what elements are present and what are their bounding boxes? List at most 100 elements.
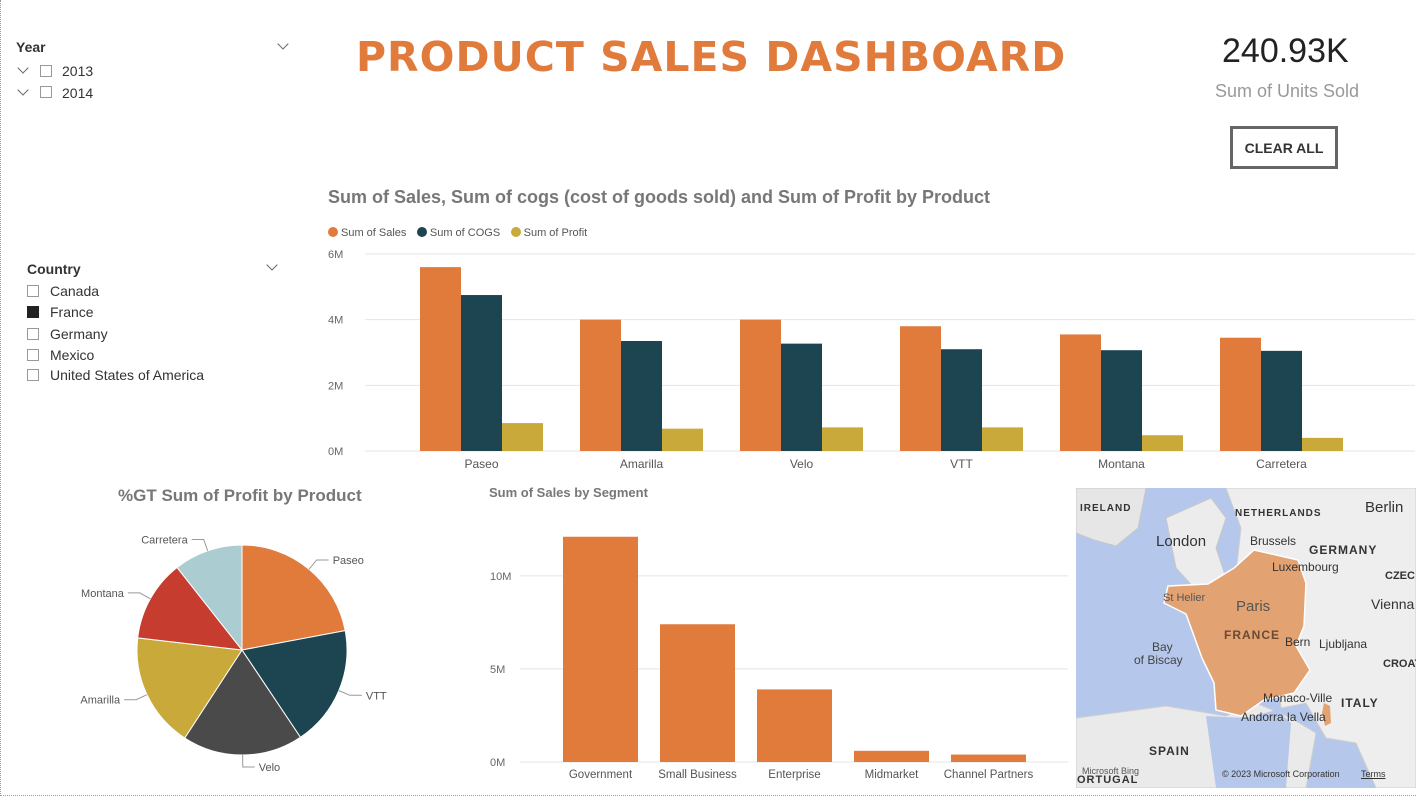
map-label-netherlands: NETHERLANDS [1235, 508, 1322, 519]
bar-sum-of-sales-montana [1060, 334, 1101, 451]
bar-sum-of-profit-carretera [1302, 437, 1343, 451]
legend-sales-dot-icon [328, 227, 338, 237]
map-label-bern: Bern [1285, 635, 1311, 649]
map-label-vienna: Vienna [1371, 596, 1415, 612]
x-tick-label: VTT [950, 457, 973, 471]
y-tick-label: 10M [490, 571, 511, 583]
country-france-label[interactable]: France [50, 304, 94, 320]
pie-slice-vtt [241, 630, 348, 738]
profit-pie-chart[interactable]: Paseo VTT Velo Amarilla Montana Carretera [40, 515, 440, 790]
segment-bar-chart[interactable]: 0M 5M 10M Government Small Business Enterpris… [470, 510, 1070, 790]
country-usa-checkbox[interactable] [27, 369, 39, 381]
x-tick-label: Enterprise [768, 769, 820, 781]
map-label-andorra: Andorra la Vella [1241, 710, 1326, 724]
y-tick-label: 2M [328, 380, 343, 392]
year-2013-label[interactable]: 2013 [62, 63, 94, 79]
map-label-portugal: ORTUGAL [1077, 774, 1139, 786]
pie-chart-title: %GT Sum of Profit by Product [118, 486, 362, 505]
year-2013-checkbox[interactable] [40, 65, 52, 77]
bar-sum-of-cogs-montana [1101, 350, 1142, 451]
map-label-paris: Paris [1236, 598, 1271, 615]
x-tick-label: Channel Partners [944, 769, 1034, 781]
map-label-spain: SPAIN [1149, 744, 1190, 758]
map-label-croatia: CROAT [1383, 658, 1416, 670]
segment-bar-channel-partners [951, 754, 1026, 762]
bar-sum-of-cogs-vtt [941, 349, 982, 451]
x-tick-label: Velo [790, 457, 814, 471]
country-mexico-checkbox[interactable] [27, 349, 39, 361]
bar-sum-of-profit-montana [1142, 435, 1183, 451]
country-france-checkbox[interactable] [27, 306, 39, 318]
legend-sales-label: Sum of Sales [341, 227, 407, 239]
legend-cogs-dot-icon [416, 227, 427, 237]
country-germany-label[interactable]: Germany [50, 326, 108, 342]
country-canada-checkbox[interactable] [27, 285, 39, 297]
pie-label: Carretera [141, 534, 188, 546]
legend-profit-label: Sum of Profit [523, 227, 588, 239]
map-attribution: © 2023 Microsoft Corporation [1222, 769, 1340, 779]
segment-bar-government [563, 536, 638, 762]
product-bar-chart[interactable]: 0M 2M 4M 6M Paseo Amarilla Velo VTT Montana Carre… [320, 240, 1417, 475]
segment-bar-small-business [660, 624, 735, 762]
map-label-luxembourg: Luxembourg [1272, 560, 1339, 574]
map-terms-link[interactable]: Terms [1361, 769, 1386, 779]
x-tick-label: Amarilla [620, 457, 664, 471]
year-2014-label[interactable]: 2014 [62, 85, 94, 101]
bar-sum-of-profit-paseo [502, 423, 543, 451]
x-tick-label: Paseo [464, 457, 498, 471]
x-tick-label: Carretera [1256, 457, 1307, 471]
pie-leader-line [242, 754, 255, 768]
europe-map[interactable]: IRELAND NETHERLANDS Berlin London Brusse… [1076, 488, 1416, 788]
bar-sum-of-sales-amarilla [580, 319, 621, 451]
pie-slice-paseo [241, 544, 346, 651]
pie-slice-velo [184, 649, 302, 756]
clear-all-button[interactable]: CLEAR ALL [1230, 126, 1338, 169]
map-terrain [1076, 488, 1416, 788]
bar-sum-of-cogs-carretera [1261, 350, 1302, 451]
bar-sum-of-cogs-velo [781, 343, 822, 451]
map-bing-logo: Microsoft Bing [1082, 766, 1140, 776]
legend-cogs-label: Sum of COGS [429, 227, 501, 239]
pie-slice-amarilla [136, 637, 243, 739]
segment-bar-enterprise [757, 689, 832, 762]
legend-cogs[interactable]: Sum of COGS [416, 227, 501, 239]
bar-sum-of-sales-velo [740, 319, 781, 451]
x-tick-label: Montana [1098, 457, 1145, 471]
map-label-monaco: Monaco-Ville [1263, 691, 1333, 705]
map-label-italy: ITALY [1341, 696, 1379, 710]
country-usa-label[interactable]: United States of America [50, 367, 205, 383]
map-label-berlin: Berlin [1365, 499, 1404, 516]
bar-sum-of-sales-vtt [900, 326, 941, 451]
legend-profit-dot-icon [510, 227, 521, 237]
map-label-london: London [1156, 533, 1207, 550]
country-canada-label[interactable]: Canada [50, 283, 100, 299]
bar-sum-of-cogs-amarilla [621, 341, 662, 451]
legend-profit[interactable]: Sum of Profit [510, 227, 588, 239]
x-tick-label: Small Business [658, 769, 737, 781]
pie-label: VTT [366, 690, 387, 702]
pie-leader-line [191, 538, 209, 551]
pie-leader-line [127, 592, 151, 600]
map-label-bay: Bay [1152, 640, 1173, 654]
legend-sales[interactable]: Sum of Sales [328, 227, 406, 239]
map-label-france: FRANCE [1224, 628, 1280, 642]
kpi-units-sold-value: 240.93K [1222, 32, 1349, 70]
y-tick-label: 5M [490, 664, 505, 676]
pie-label: Amarilla [80, 695, 121, 707]
segment-chart-title: Sum of Sales by Segment [489, 485, 648, 500]
pie-leader-line [338, 690, 362, 696]
country-germany-checkbox[interactable] [27, 328, 39, 340]
pie-label: Velo [259, 762, 280, 774]
pie-label: Montana [81, 588, 125, 600]
product-chart-title: Sum of Sales, Sum of cogs (cost of goods… [328, 187, 991, 207]
bar-sum-of-sales-carretera [1220, 337, 1261, 451]
bar-sum-of-sales-paseo [420, 267, 461, 451]
y-tick-label: 6M [328, 249, 343, 261]
map-label-ireland: IRELAND [1080, 503, 1132, 514]
country-mexico-label[interactable]: Mexico [50, 347, 95, 363]
year-2014-checkbox[interactable] [40, 86, 52, 98]
bar-sum-of-profit-vtt [982, 427, 1023, 451]
year-slicer-title: Year [16, 39, 46, 55]
map-label-ljubljana: Ljubljana [1319, 637, 1368, 651]
